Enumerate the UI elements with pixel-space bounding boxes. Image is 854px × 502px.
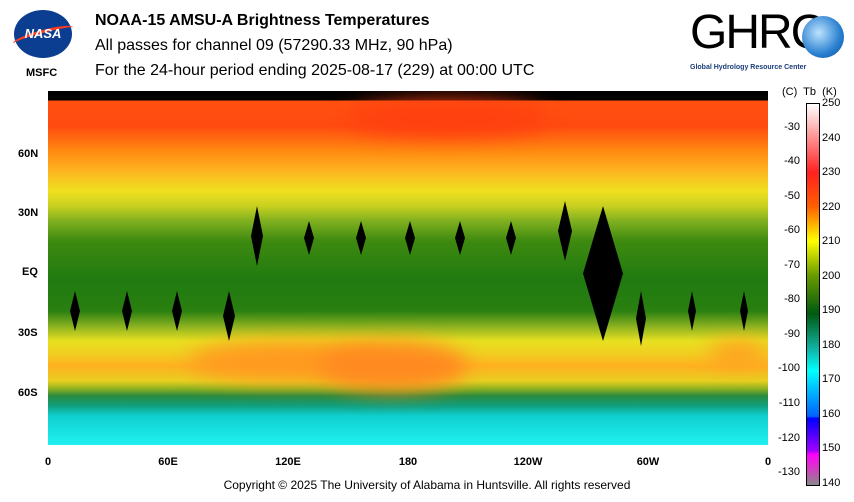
colorbar-kelvin-label: 210 [822,235,841,248]
plot-subtitle: All passes for channel 09 (57290.33 MHz,… [95,37,453,54]
nasa-logo-text: NASA [24,26,62,41]
lon-label: 0 [764,456,772,468]
msfc-label: MSFC [26,67,58,79]
colorbar-kelvin-label: 220 [822,200,841,213]
lat-label: 60S [18,387,38,399]
colorbar-celsius-label: -90 [784,327,800,340]
plot-period: For the 24-hour period ending 2025-08-17… [95,62,535,79]
lat-label: 60N [18,148,39,160]
colorbar-kelvin-label: 230 [822,166,841,179]
lat-label: 30S [18,327,38,339]
lon-label: 180 [398,456,418,468]
colorbar-celsius-label: -110 [778,397,800,410]
globe-icon [802,16,844,58]
colorbar-celsius-label: -130 [777,466,800,479]
lon-label: 60E [158,456,178,468]
colorbar-kelvin-label: 160 [822,407,841,420]
lon-label: 120W [513,456,543,468]
colorbar-kelvin-label: 170 [822,373,841,386]
colorbar-celsius-label: -50 [784,189,800,202]
colorbar [806,103,820,486]
colorbar-kelvin-label: 240 [822,131,841,144]
copyright-footer: Copyright © 2025 The University of Alaba… [223,478,631,492]
colorbar-celsius-label: -60 [784,224,800,237]
nasa-logo [14,10,72,58]
colorbar-kelvin-label: 250 [822,97,841,109]
plot-title: NOAA-15 AMSU-A Brightness Temperatures [95,12,430,29]
colorbar-celsius-label: -40 [784,155,800,168]
brightness-temperature-map [48,91,768,445]
lat-label: 30N [18,207,39,219]
colorbar-kelvin-label: 190 [822,304,841,317]
colorbar-kelvin-label: 180 [822,338,841,351]
colorbar-celsius-label: -80 [784,293,800,306]
colorbar-celsius-label: -100 [777,362,800,375]
lat-label: EQ [22,266,38,278]
colorbar-celsius-label: -120 [777,431,800,444]
colorbar-kelvin-label: 140 [822,477,841,489]
lon-label: 60W [636,456,660,468]
colorbar-kelvin-label: 150 [822,442,841,455]
colorbar-celsius-label: -30 [784,120,800,133]
lon-label: 0 [44,456,52,468]
colorbar-header: (C) Tb (K) [782,86,837,98]
ghrc-subtitle: Global Hydrology Resource Center [690,64,807,71]
colorbar-celsius-label: -70 [784,258,800,271]
lon-label: 120E [275,456,301,468]
colorbar-kelvin-label: 200 [822,269,841,282]
